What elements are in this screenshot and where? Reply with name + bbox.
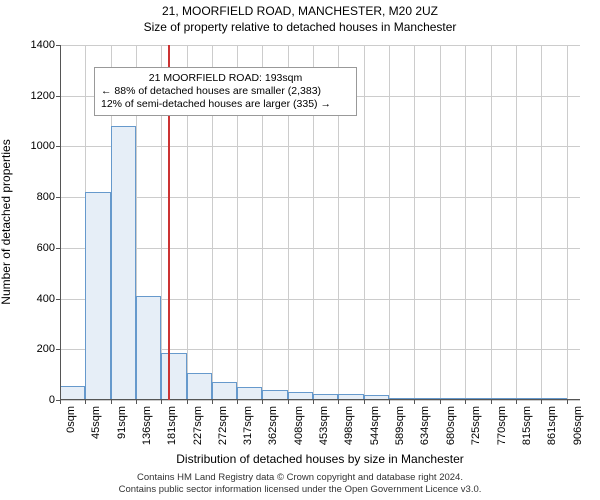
y-tick-mark <box>56 349 60 350</box>
x-tick-mark <box>567 400 568 404</box>
x-tick-mark <box>161 400 162 404</box>
x-tick-mark <box>136 400 137 404</box>
y-tick-label: 1400 <box>5 39 55 51</box>
y-tick-label: 800 <box>5 191 55 203</box>
x-tick-label: 45sqm <box>90 406 102 446</box>
x-tick-label: 498sqm <box>343 406 355 446</box>
x-tick-label: 0sqm <box>65 406 77 446</box>
x-axis-line <box>60 399 580 400</box>
y-tick-mark <box>56 146 60 147</box>
x-tick-mark <box>440 400 441 404</box>
x-tick-mark <box>389 400 390 404</box>
x-tick-label: 634sqm <box>419 406 431 446</box>
x-tick-mark <box>465 400 466 404</box>
annotation-line: 12% of semi-detached houses are larger (… <box>101 98 350 111</box>
y-tick-mark <box>56 197 60 198</box>
y-tick-label: 0 <box>5 394 55 406</box>
histogram-bar <box>161 353 187 400</box>
x-tick-mark <box>237 400 238 404</box>
histogram-bar <box>60 386 85 400</box>
y-tick-mark <box>56 299 60 300</box>
gridline-v <box>414 45 415 400</box>
annotation-line: ← 88% of detached houses are smaller (2,… <box>101 85 350 98</box>
y-tick-label: 1200 <box>5 90 55 102</box>
chart-title: Size of property relative to detached ho… <box>0 20 600 34</box>
gridline-v <box>567 45 568 400</box>
x-tick-mark <box>60 400 61 404</box>
x-tick-mark <box>262 400 263 404</box>
footer-line-2: Contains public sector information licen… <box>0 484 600 495</box>
x-tick-label: 725sqm <box>470 406 482 446</box>
page-title: 21, MOORFIELD ROAD, MANCHESTER, M20 2UZ <box>0 4 600 18</box>
gridline-h <box>60 400 580 401</box>
gridline-h <box>60 248 580 249</box>
x-tick-label: 906sqm <box>572 406 584 446</box>
x-tick-label: 589sqm <box>394 406 406 446</box>
plot-area: 21 MOORFIELD ROAD: 193sqm← 88% of detach… <box>60 45 580 400</box>
gridline-v <box>516 45 517 400</box>
histogram-bar <box>187 373 212 400</box>
x-tick-mark <box>364 400 365 404</box>
x-tick-mark <box>288 400 289 404</box>
y-tick-mark <box>56 248 60 249</box>
x-tick-mark <box>85 400 86 404</box>
x-tick-label: 544sqm <box>369 406 381 446</box>
histogram-bar <box>85 192 111 400</box>
x-tick-label: 815sqm <box>521 406 533 446</box>
x-tick-mark <box>212 400 213 404</box>
gridline-v <box>389 45 390 400</box>
x-tick-label: 227sqm <box>192 406 204 446</box>
y-axis-label: Number of detached properties <box>0 139 13 304</box>
gridline-v <box>541 45 542 400</box>
histogram-bar <box>212 382 237 400</box>
x-tick-label: 453sqm <box>318 406 330 446</box>
gridline-v <box>440 45 441 400</box>
chart-frame: 21, MOORFIELD ROAD, MANCHESTER, M20 2UZ … <box>0 0 600 500</box>
x-tick-label: 91sqm <box>116 406 128 446</box>
annotation-line: 21 MOORFIELD ROAD: 193sqm <box>101 72 350 85</box>
x-tick-label: 272sqm <box>217 406 229 446</box>
y-tick-label: 600 <box>5 242 55 254</box>
footer-line-1: Contains HM Land Registry data © Crown c… <box>0 472 600 483</box>
x-tick-label: 680sqm <box>445 406 457 446</box>
gridline-h <box>60 197 580 198</box>
x-tick-mark <box>516 400 517 404</box>
gridline-v <box>364 45 365 400</box>
gridline-v <box>491 45 492 400</box>
x-tick-mark <box>338 400 339 404</box>
y-tick-mark <box>56 45 60 46</box>
gridline-h <box>60 146 580 147</box>
x-tick-mark <box>111 400 112 404</box>
x-tick-mark <box>541 400 542 404</box>
y-axis-line <box>60 45 61 400</box>
histogram-bar <box>111 126 136 400</box>
x-tick-mark <box>491 400 492 404</box>
x-tick-mark <box>414 400 415 404</box>
y-tick-label: 400 <box>5 293 55 305</box>
x-tick-mark <box>313 400 314 404</box>
x-tick-label: 136sqm <box>141 406 153 446</box>
x-axis-label: Distribution of detached houses by size … <box>60 452 580 466</box>
y-tick-mark <box>56 96 60 97</box>
x-tick-label: 770sqm <box>496 406 508 446</box>
x-tick-label: 317sqm <box>242 406 254 446</box>
gridline-h <box>60 45 580 46</box>
y-tick-label: 200 <box>5 343 55 355</box>
x-tick-label: 181sqm <box>166 406 178 446</box>
x-tick-mark <box>187 400 188 404</box>
x-tick-label: 861sqm <box>546 406 558 446</box>
gridline-v <box>465 45 466 400</box>
x-tick-label: 362sqm <box>267 406 279 446</box>
x-tick-label: 408sqm <box>293 406 305 446</box>
y-tick-label: 1000 <box>5 140 55 152</box>
histogram-bar <box>136 296 161 400</box>
annotation-box: 21 MOORFIELD ROAD: 193sqm← 88% of detach… <box>94 67 357 116</box>
